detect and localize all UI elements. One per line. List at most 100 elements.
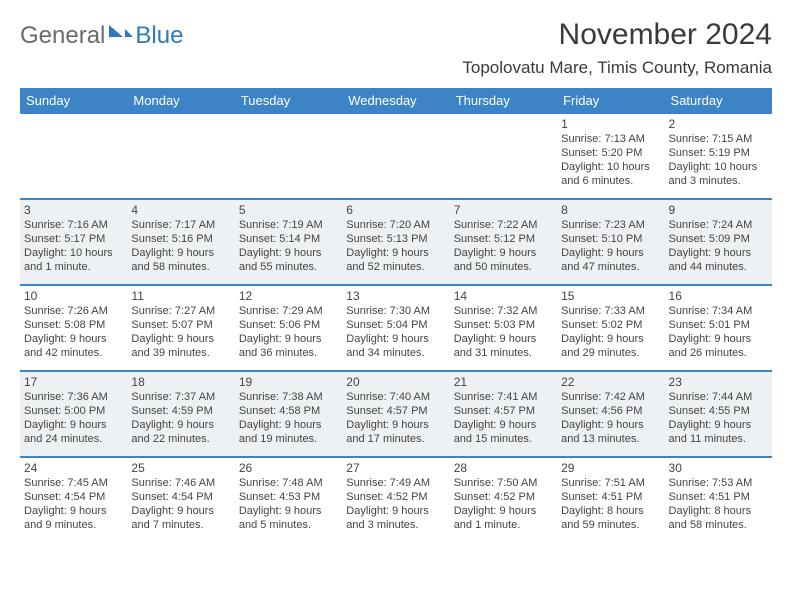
weekday-header: Sunday bbox=[20, 89, 127, 114]
sunrise-line: Sunrise: 7:41 AM bbox=[454, 390, 553, 404]
sunrise-line: Sunrise: 7:34 AM bbox=[669, 304, 768, 318]
sunset-line: Sunset: 4:59 PM bbox=[131, 404, 230, 418]
daylight-line: Daylight: 9 hours and 19 minutes. bbox=[239, 418, 338, 446]
sunrise-line: Sunrise: 7:27 AM bbox=[131, 304, 230, 318]
day-info: Sunrise: 7:19 AMSunset: 5:14 PMDaylight:… bbox=[239, 218, 338, 274]
day-info: Sunrise: 7:26 AMSunset: 5:08 PMDaylight:… bbox=[24, 304, 123, 360]
calendar-day: 7Sunrise: 7:22 AMSunset: 5:12 PMDaylight… bbox=[450, 199, 557, 285]
sunset-line: Sunset: 4:58 PM bbox=[239, 404, 338, 418]
calendar-day: 19Sunrise: 7:38 AMSunset: 4:58 PMDayligh… bbox=[235, 371, 342, 457]
header-right: November 2024 Topolovatu Mare, Timis Cou… bbox=[462, 18, 772, 78]
daylight-line: Daylight: 9 hours and 34 minutes. bbox=[346, 332, 445, 360]
calendar-day: 8Sunrise: 7:23 AMSunset: 5:10 PMDaylight… bbox=[557, 199, 664, 285]
day-info: Sunrise: 7:37 AMSunset: 4:59 PMDaylight:… bbox=[131, 390, 230, 446]
daylight-line: Daylight: 9 hours and 9 minutes. bbox=[24, 504, 123, 532]
day-info: Sunrise: 7:40 AMSunset: 4:57 PMDaylight:… bbox=[346, 390, 445, 446]
sunset-line: Sunset: 5:09 PM bbox=[669, 232, 768, 246]
day-number: 19 bbox=[239, 375, 338, 389]
daylight-line: Daylight: 9 hours and 7 minutes. bbox=[131, 504, 230, 532]
day-number: 20 bbox=[346, 375, 445, 389]
calendar-table: SundayMondayTuesdayWednesdayThursdayFrid… bbox=[20, 88, 772, 543]
calendar-day: 9Sunrise: 7:24 AMSunset: 5:09 PMDaylight… bbox=[665, 199, 772, 285]
day-number: 3 bbox=[24, 203, 123, 217]
daylight-line: Daylight: 9 hours and 22 minutes. bbox=[131, 418, 230, 446]
sunrise-line: Sunrise: 7:37 AM bbox=[131, 390, 230, 404]
day-info: Sunrise: 7:24 AMSunset: 5:09 PMDaylight:… bbox=[669, 218, 768, 274]
sunrise-line: Sunrise: 7:20 AM bbox=[346, 218, 445, 232]
day-number: 22 bbox=[561, 375, 660, 389]
calendar-day: 21Sunrise: 7:41 AMSunset: 4:57 PMDayligh… bbox=[450, 371, 557, 457]
day-info: Sunrise: 7:33 AMSunset: 5:02 PMDaylight:… bbox=[561, 304, 660, 360]
sunrise-line: Sunrise: 7:49 AM bbox=[346, 476, 445, 490]
sunset-line: Sunset: 4:54 PM bbox=[131, 490, 230, 504]
location: Topolovatu Mare, Timis County, Romania bbox=[462, 58, 772, 78]
header: General Blue November 2024 Topolovatu Ma… bbox=[20, 18, 772, 78]
sunset-line: Sunset: 4:52 PM bbox=[346, 490, 445, 504]
calendar-day bbox=[342, 113, 449, 199]
calendar-day: 5Sunrise: 7:19 AMSunset: 5:14 PMDaylight… bbox=[235, 199, 342, 285]
daylight-line: Daylight: 10 hours and 6 minutes. bbox=[561, 160, 660, 188]
day-info: Sunrise: 7:34 AMSunset: 5:01 PMDaylight:… bbox=[669, 304, 768, 360]
sunrise-line: Sunrise: 7:15 AM bbox=[669, 132, 768, 146]
day-info: Sunrise: 7:53 AMSunset: 4:51 PMDaylight:… bbox=[669, 476, 768, 532]
sunset-line: Sunset: 5:00 PM bbox=[24, 404, 123, 418]
day-number: 10 bbox=[24, 289, 123, 303]
weekday-header: Tuesday bbox=[235, 89, 342, 114]
daylight-line: Daylight: 9 hours and 50 minutes. bbox=[454, 246, 553, 274]
calendar-header-row: SundayMondayTuesdayWednesdayThursdayFrid… bbox=[20, 89, 772, 114]
daylight-line: Daylight: 9 hours and 31 minutes. bbox=[454, 332, 553, 360]
weekday-header: Friday bbox=[557, 89, 664, 114]
sunset-line: Sunset: 4:56 PM bbox=[561, 404, 660, 418]
daylight-line: Daylight: 8 hours and 59 minutes. bbox=[561, 504, 660, 532]
calendar-day: 25Sunrise: 7:46 AMSunset: 4:54 PMDayligh… bbox=[127, 457, 234, 543]
day-number: 27 bbox=[346, 461, 445, 475]
sunset-line: Sunset: 4:52 PM bbox=[454, 490, 553, 504]
daylight-line: Daylight: 9 hours and 11 minutes. bbox=[669, 418, 768, 446]
day-number: 18 bbox=[131, 375, 230, 389]
calendar-day: 11Sunrise: 7:27 AMSunset: 5:07 PMDayligh… bbox=[127, 285, 234, 371]
sunrise-line: Sunrise: 7:50 AM bbox=[454, 476, 553, 490]
calendar-day: 4Sunrise: 7:17 AMSunset: 5:16 PMDaylight… bbox=[127, 199, 234, 285]
weekday-header: Wednesday bbox=[342, 89, 449, 114]
calendar-day: 16Sunrise: 7:34 AMSunset: 5:01 PMDayligh… bbox=[665, 285, 772, 371]
day-number: 7 bbox=[454, 203, 553, 217]
day-info: Sunrise: 7:45 AMSunset: 4:54 PMDaylight:… bbox=[24, 476, 123, 532]
calendar-day: 12Sunrise: 7:29 AMSunset: 5:06 PMDayligh… bbox=[235, 285, 342, 371]
daylight-line: Daylight: 9 hours and 29 minutes. bbox=[561, 332, 660, 360]
day-info: Sunrise: 7:51 AMSunset: 4:51 PMDaylight:… bbox=[561, 476, 660, 532]
daylight-line: Daylight: 9 hours and 39 minutes. bbox=[131, 332, 230, 360]
sunset-line: Sunset: 5:08 PM bbox=[24, 318, 123, 332]
calendar-day: 22Sunrise: 7:42 AMSunset: 4:56 PMDayligh… bbox=[557, 371, 664, 457]
sunrise-line: Sunrise: 7:36 AM bbox=[24, 390, 123, 404]
daylight-line: Daylight: 9 hours and 15 minutes. bbox=[454, 418, 553, 446]
day-info: Sunrise: 7:49 AMSunset: 4:52 PMDaylight:… bbox=[346, 476, 445, 532]
calendar-day: 29Sunrise: 7:51 AMSunset: 4:51 PMDayligh… bbox=[557, 457, 664, 543]
day-number: 5 bbox=[239, 203, 338, 217]
day-number: 15 bbox=[561, 289, 660, 303]
day-info: Sunrise: 7:44 AMSunset: 4:55 PMDaylight:… bbox=[669, 390, 768, 446]
daylight-line: Daylight: 9 hours and 36 minutes. bbox=[239, 332, 338, 360]
day-number: 14 bbox=[454, 289, 553, 303]
sunset-line: Sunset: 5:04 PM bbox=[346, 318, 445, 332]
daylight-line: Daylight: 9 hours and 47 minutes. bbox=[561, 246, 660, 274]
sunrise-line: Sunrise: 7:30 AM bbox=[346, 304, 445, 318]
day-info: Sunrise: 7:17 AMSunset: 5:16 PMDaylight:… bbox=[131, 218, 230, 274]
sunset-line: Sunset: 5:01 PM bbox=[669, 318, 768, 332]
daylight-line: Daylight: 9 hours and 55 minutes. bbox=[239, 246, 338, 274]
sunrise-line: Sunrise: 7:42 AM bbox=[561, 390, 660, 404]
calendar-day: 28Sunrise: 7:50 AMSunset: 4:52 PMDayligh… bbox=[450, 457, 557, 543]
logo: General Blue bbox=[20, 18, 183, 50]
sunrise-line: Sunrise: 7:46 AM bbox=[131, 476, 230, 490]
daylight-line: Daylight: 9 hours and 3 minutes. bbox=[346, 504, 445, 532]
day-info: Sunrise: 7:16 AMSunset: 5:17 PMDaylight:… bbox=[24, 218, 123, 274]
sunset-line: Sunset: 5:10 PM bbox=[561, 232, 660, 246]
weekday-header: Monday bbox=[127, 89, 234, 114]
sunrise-line: Sunrise: 7:53 AM bbox=[669, 476, 768, 490]
day-info: Sunrise: 7:46 AMSunset: 4:54 PMDaylight:… bbox=[131, 476, 230, 532]
sunset-line: Sunset: 4:57 PM bbox=[346, 404, 445, 418]
day-number: 12 bbox=[239, 289, 338, 303]
sunset-line: Sunset: 4:54 PM bbox=[24, 490, 123, 504]
day-info: Sunrise: 7:22 AMSunset: 5:12 PMDaylight:… bbox=[454, 218, 553, 274]
calendar-day: 10Sunrise: 7:26 AMSunset: 5:08 PMDayligh… bbox=[20, 285, 127, 371]
daylight-line: Daylight: 9 hours and 17 minutes. bbox=[346, 418, 445, 446]
